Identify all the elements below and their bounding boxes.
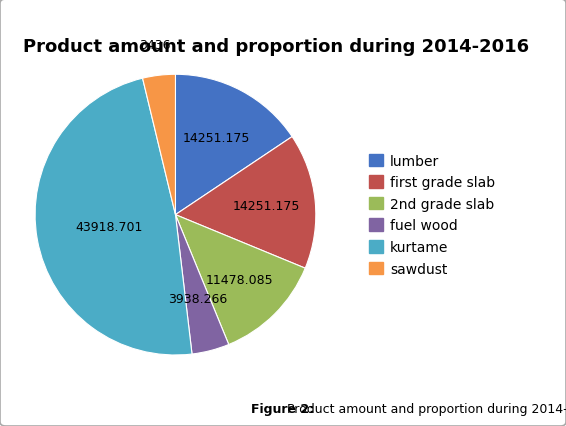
Wedge shape bbox=[175, 137, 316, 268]
Text: 3436: 3436 bbox=[139, 39, 171, 52]
Text: 14251.175: 14251.175 bbox=[183, 132, 250, 145]
Text: 11478.085: 11478.085 bbox=[206, 273, 274, 286]
Text: 3938.266: 3938.266 bbox=[168, 293, 227, 306]
Wedge shape bbox=[175, 215, 305, 345]
Text: 14251.175: 14251.175 bbox=[233, 200, 300, 213]
Text: 43918.701: 43918.701 bbox=[75, 221, 143, 233]
Legend: lumber, first grade slab, 2nd grade slab, fuel wood, kurtame, sawdust: lumber, first grade slab, 2nd grade slab… bbox=[365, 150, 499, 280]
Text: Product amount and proportion during 2014-2016: Product amount and proportion during 201… bbox=[23, 38, 529, 56]
Wedge shape bbox=[35, 79, 192, 355]
Text: Figure 2:: Figure 2: bbox=[251, 403, 315, 415]
Wedge shape bbox=[175, 75, 292, 215]
Wedge shape bbox=[175, 215, 229, 354]
Wedge shape bbox=[143, 75, 175, 215]
Text: Product amount and proportion during 2014-2016.: Product amount and proportion during 201… bbox=[283, 403, 566, 415]
